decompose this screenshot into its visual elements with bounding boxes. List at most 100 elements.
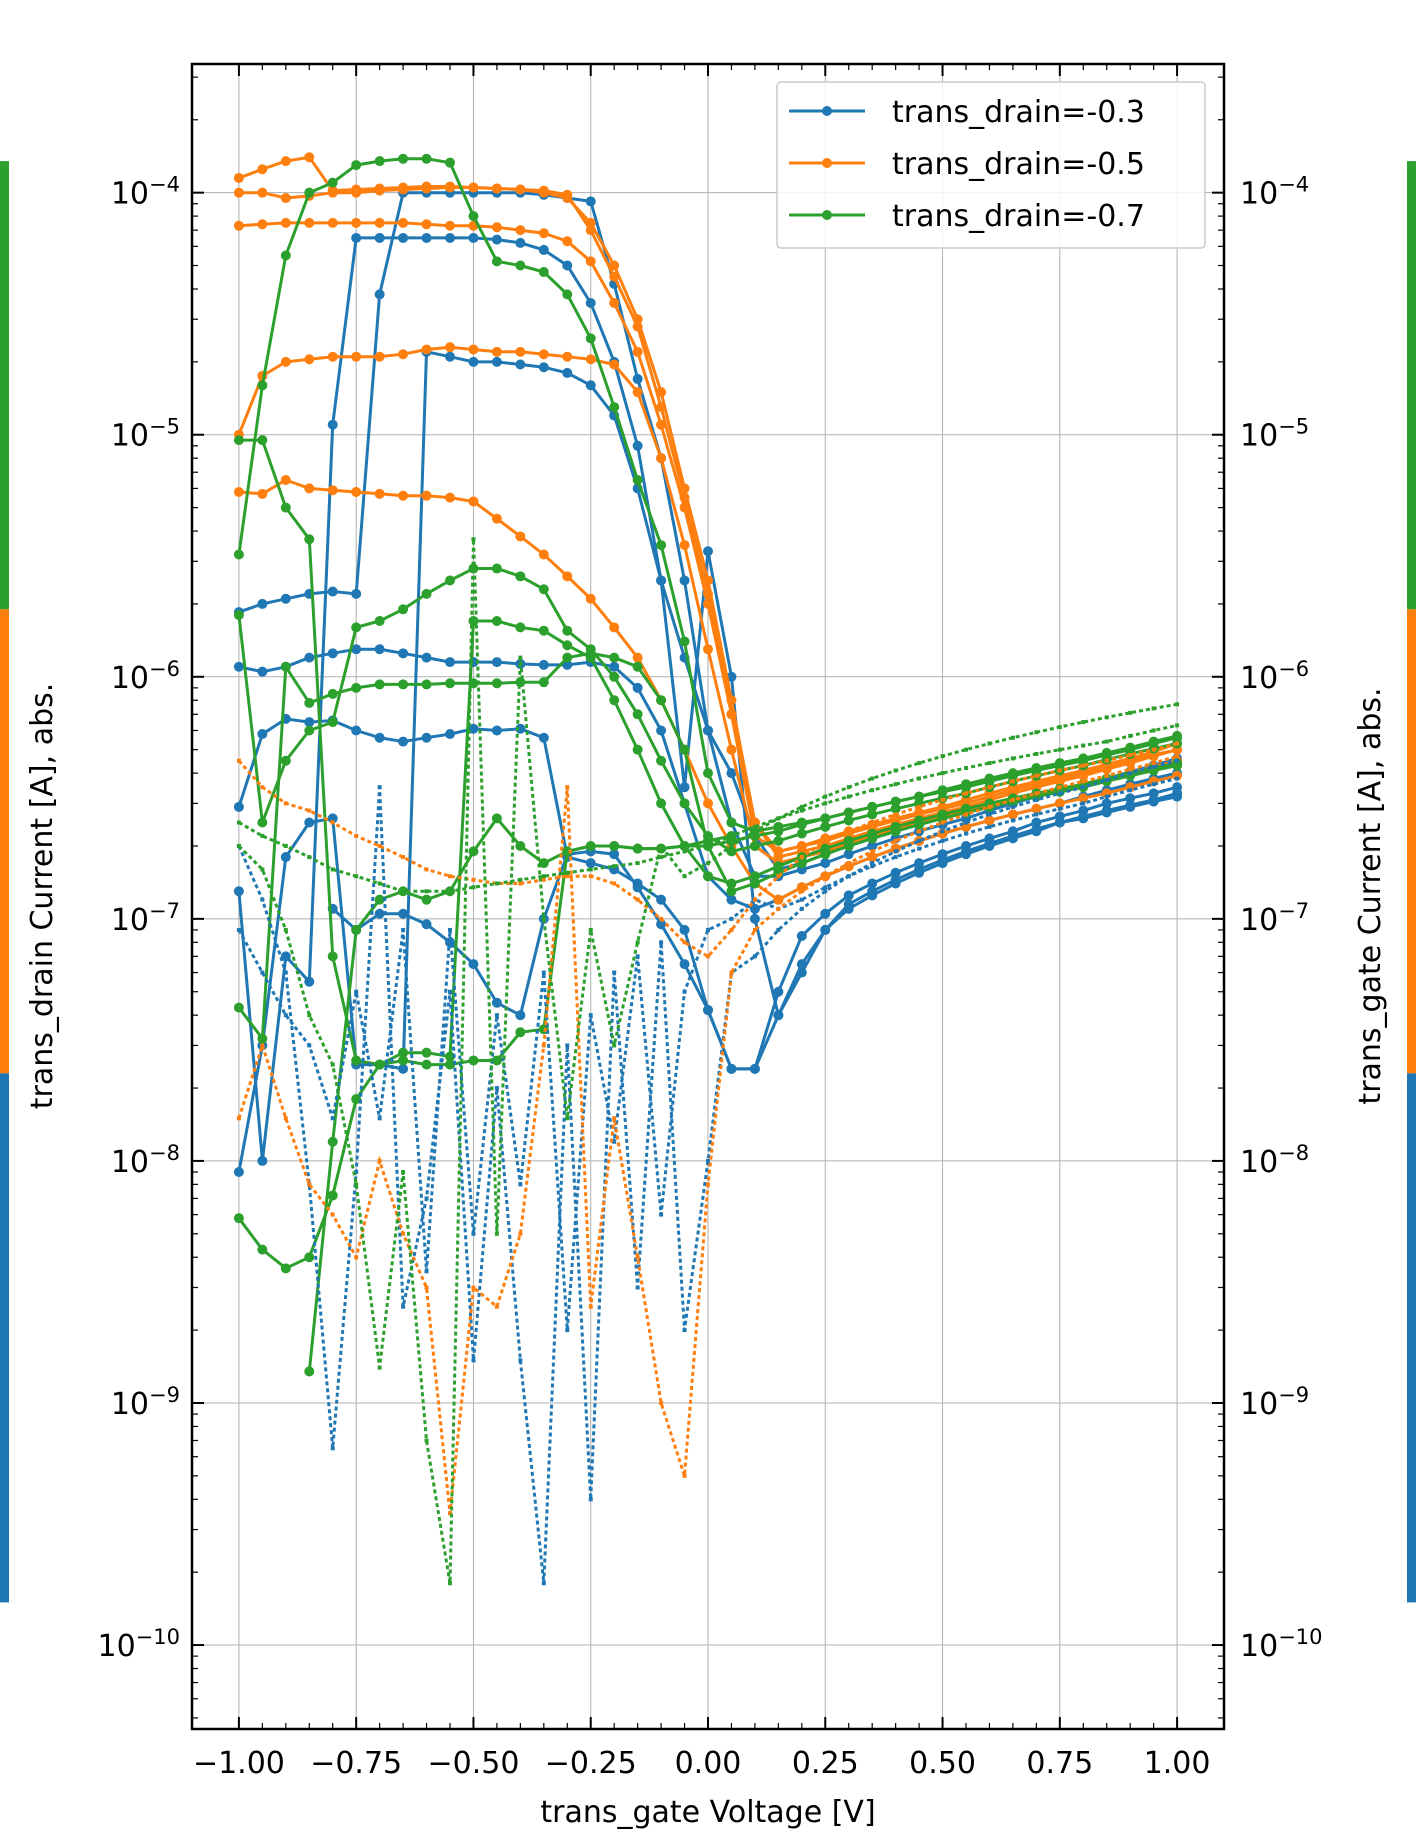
data-point [703,871,713,882]
data-point [703,768,713,779]
data-point [471,885,476,890]
data-point [327,177,338,188]
data-point [257,1033,268,1044]
data-point [1151,706,1156,711]
data-point [823,889,828,894]
data-point [283,927,288,932]
data-point [1010,804,1015,809]
data-point [729,833,734,838]
data-point [468,496,479,507]
data-point [538,584,549,595]
data-point [609,652,620,663]
data-point [656,575,667,586]
data-point [491,563,502,574]
data-point [562,260,573,271]
data-point [749,840,760,851]
data-point [914,819,925,830]
data-point [538,677,549,688]
x-tick-label: −1.00 [193,1746,285,1781]
data-point [799,855,804,860]
data-point [1128,788,1133,793]
data-point [893,855,898,860]
data-point [304,725,315,736]
data-point [351,1094,362,1105]
legend-entry-2: trans_drain=-0.5 [789,147,1145,182]
data-point [1104,739,1109,744]
data-point [823,794,828,799]
data-point [585,333,596,344]
y-tick-label-left: 10−8 [111,1141,180,1180]
data-point [1175,723,1180,728]
data-point [280,593,291,604]
data-point [1101,764,1112,775]
data-point [1081,801,1086,806]
data-point [940,797,945,802]
data-point [964,791,968,796]
data-point [823,874,828,879]
data-point [280,217,291,228]
data-point [1007,809,1018,820]
y-tick-label-right: 10−6 [1240,657,1309,696]
data-point [1010,756,1015,761]
data-point [820,908,831,919]
data-point [354,874,359,879]
data-point [233,549,244,560]
data-point [612,970,617,975]
data-point [612,864,617,869]
data-point [632,652,643,663]
data-point [890,803,901,814]
plot-series [233,152,1183,1586]
data-point [351,725,362,736]
data-point [609,840,620,851]
data-point [327,1136,338,1147]
data-point [515,531,526,542]
data-point [421,679,432,690]
data-point [656,419,667,430]
data-point [609,661,620,672]
data-point [327,813,338,824]
data-point [749,903,760,914]
data-point [679,782,690,793]
data-point [609,260,620,271]
data-point [565,870,570,875]
data-point [445,157,455,168]
data-point [1054,776,1065,787]
data-point [424,1285,429,1290]
data-point [236,820,241,825]
data-point [304,483,315,494]
data-point [421,894,432,905]
data-point [940,820,945,825]
data-point [374,488,385,499]
data-point [588,927,593,932]
data-point [726,886,737,897]
data-point [424,1438,429,1443]
data-point [823,801,828,806]
data-point [330,867,335,872]
data-point [260,867,265,872]
data-point [632,373,643,384]
data-point [491,813,502,824]
data-point [776,906,781,911]
data-point [494,1231,499,1236]
data-point [515,346,526,357]
data-point [729,970,734,975]
data-point [867,809,878,820]
data-point [656,387,667,398]
data-point [351,217,362,228]
data-point [867,852,878,863]
data-point [260,1043,265,1048]
series-21 [236,754,1180,1516]
data-point [471,1231,476,1236]
data-point [987,761,992,766]
data-point [351,588,362,599]
data-point [494,1304,499,1309]
data-point [823,838,828,843]
data-point [398,490,409,501]
data-point [726,768,737,779]
data-point [682,989,687,994]
x-tick-label: 0.25 [792,1746,859,1781]
data-point [468,344,479,355]
data-point [448,889,452,894]
data-point [233,886,244,897]
data-point [491,678,502,689]
